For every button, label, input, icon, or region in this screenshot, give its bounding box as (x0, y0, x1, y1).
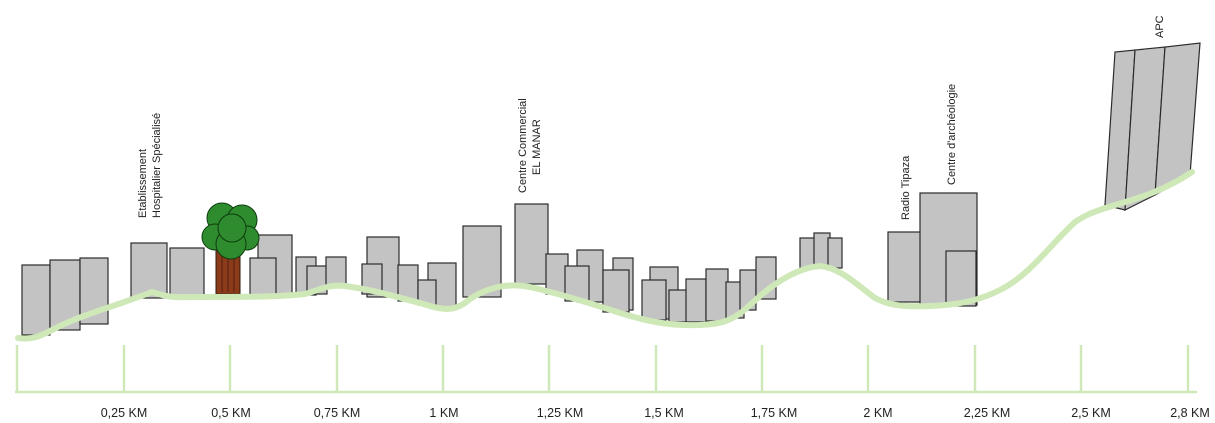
building-mall (514, 203, 549, 285)
tick-label: 0,25 KM (101, 406, 148, 420)
landmark-labels: Etablissement Hospitalier Spécialisé Cen… (137, 15, 1166, 220)
building-radio (887, 231, 923, 303)
buildings (21, 42, 1201, 336)
tick-label: 2 KM (863, 406, 892, 420)
label-mall-line2: EL MANAR (531, 119, 543, 175)
building (827, 237, 843, 269)
tick-label: 1,25 KM (537, 406, 584, 420)
label-hospital-line1: Etablissement (137, 149, 149, 218)
building (705, 268, 729, 322)
label-radio: Radio Tipaza (900, 155, 912, 220)
building (249, 257, 277, 297)
building (945, 250, 977, 307)
building (325, 256, 347, 288)
tick-label: 0,5 KM (211, 406, 251, 420)
building (169, 247, 205, 299)
tick-label: 1,5 KM (644, 406, 684, 420)
label-hospital-line2: Hospitalier Spécialisé (151, 113, 163, 218)
terrain-profile (15, 169, 1195, 342)
building (641, 279, 667, 321)
tick-label: 2,8 KM (1170, 406, 1210, 420)
building-hospital (130, 242, 168, 299)
distance-axis: 0,25 KM 0,5 KM 0,75 KM 1 KM 1,25 KM 1,5 … (15, 345, 1210, 420)
tick-label: 2,25 KM (964, 406, 1011, 420)
tick-label: 2,5 KM (1071, 406, 1111, 420)
tick-label: 1,75 KM (751, 406, 798, 420)
label-apc: APC (1154, 15, 1166, 38)
label-archaeology: Centre d'archéologie (946, 84, 958, 185)
tree-icon (201, 202, 260, 295)
building (49, 259, 81, 331)
tick-label: 1 KM (429, 406, 458, 420)
tick-label: 0,75 KM (314, 406, 361, 420)
building (685, 278, 707, 323)
building (361, 263, 383, 295)
building (21, 264, 51, 336)
label-mall-line1: Centre Commercial (517, 98, 529, 193)
